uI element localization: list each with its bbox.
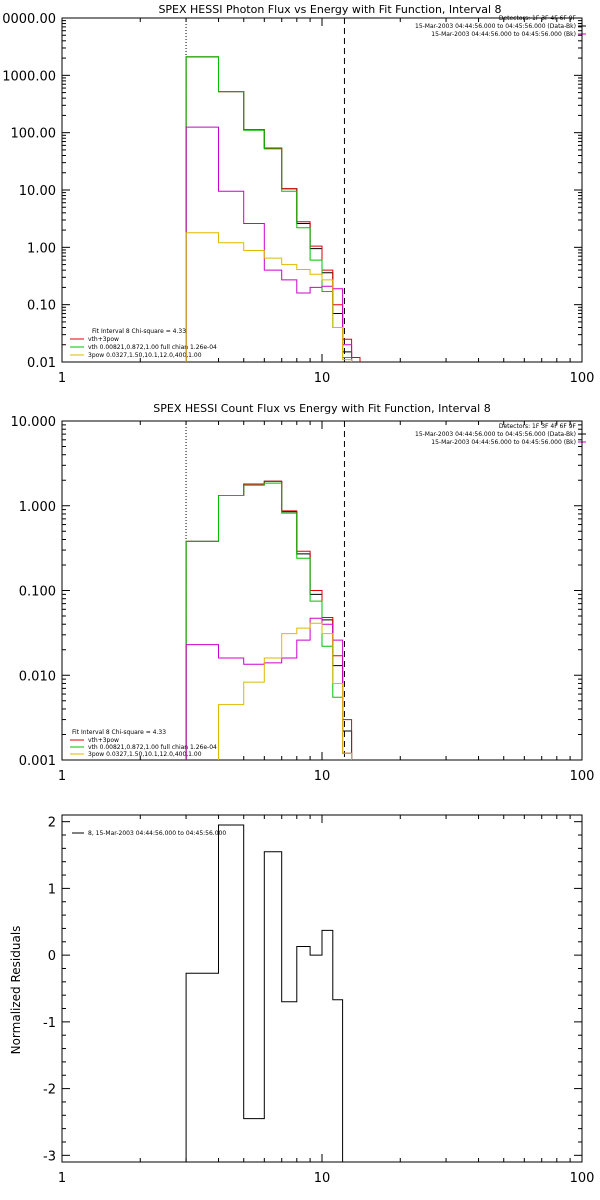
y-tick-label: -1	[43, 1016, 56, 1031]
series-4-step-line	[218, 622, 353, 760]
x-tick-label: 1	[58, 371, 66, 386]
x-tick-label: 100	[570, 1171, 595, 1186]
x-tick-label: 1	[58, 769, 66, 784]
x-tick-label: 100	[570, 769, 595, 784]
x-tick-label: 10	[314, 371, 331, 386]
x-tick-label: 1	[58, 1171, 66, 1186]
y-tick-label: 10.000	[11, 415, 57, 430]
residuals-panel: Normalized Residuals 8, 15-Mar-2003 04:4…	[9, 814, 595, 1186]
x-tick-label: 100	[570, 371, 595, 386]
count-data-interval-label: 15-Mar-2003 04:44:56.000 to 04:45:56.000…	[415, 431, 576, 438]
x-tick-label: 10	[314, 769, 331, 784]
y-tick-label: 0	[48, 949, 56, 964]
photon-legend-total: vth+3pow	[88, 336, 119, 343]
photon-bk-interval-label: 15-Mar-2003 04:44:56.000 to 04:45:56.000…	[431, 31, 576, 38]
y-tick-label: -2	[43, 1083, 56, 1098]
series-3-step-line	[185, 126, 353, 362]
series-0-step-line	[185, 824, 344, 1162]
count-detectors-label: Detectors: 1F 3F 4F 6F 9F	[499, 423, 577, 430]
y-tick-label: 2	[48, 816, 56, 831]
photon-data-interval-label: 15-Mar-2003 04:44:56.000 to 04:45:56.000…	[415, 23, 576, 30]
series-4-step-line	[185, 232, 353, 362]
y-tick-label: 0000.00	[2, 12, 56, 27]
y-tick-label: 10.00	[19, 184, 56, 199]
count-bk-interval-label: 15-Mar-2003 04:44:56.000 to 04:45:56.000…	[431, 439, 576, 446]
residuals-legend-label: 8, 15-Mar-2003 04:44:56.000 to 04:45:56.…	[88, 830, 226, 837]
y-tick-label: 1.00	[27, 241, 56, 256]
series-2-step-line	[185, 482, 353, 760]
count-flux-title: SPEX HESSI Count Flux vs Energy with Fit…	[153, 402, 490, 415]
count-flux-panel: SPEX HESSI Count Flux vs Energy with Fit…	[11, 402, 595, 784]
photon-flux-panel: SPEX HESSI Photon Flux vs Energy with Fi…	[2, 3, 594, 386]
y-tick-label: 0.010	[19, 669, 56, 684]
residuals-y-axis-label: Normalized Residuals	[9, 926, 23, 1055]
y-tick-label: -3	[43, 1149, 56, 1164]
count-legend-3pow: 3pow 0.0327,1.50,10.1,12.0,400,1.00	[88, 751, 202, 758]
y-tick-label: 0.01	[27, 356, 56, 371]
y-tick-label: 0.10	[27, 299, 56, 314]
photon-fit-interval-label: Fit Interval 8 Chi-square = 4.33	[92, 328, 186, 335]
y-tick-label: 1	[48, 882, 56, 897]
y-tick-label: 0.100	[19, 585, 56, 600]
y-tick-label: 0.001	[19, 754, 56, 769]
photon-legend-3pow: 3pow 0.0327,1.50,10.1,12.0,400,1.00	[88, 352, 202, 359]
count-legend-vth: vth 0.00821,0.872,1.00 full chian 1.26e-…	[88, 744, 217, 751]
count-legend-total: vth+3pow	[88, 737, 119, 744]
series-3-step-line	[185, 617, 353, 760]
y-tick-label: 100.00	[11, 127, 57, 142]
photon-legend-vth: vth 0.00821,0.872,1.00 full chian 1.26e-…	[88, 344, 217, 351]
x-tick-label: 10	[314, 1171, 331, 1186]
count-fit-interval-label: Fit Interval 8 Chi-square = 4.33	[72, 729, 166, 736]
y-tick-label: 1000.00	[2, 69, 56, 84]
photon-flux-title: SPEX HESSI Photon Flux vs Energy with Fi…	[158, 3, 501, 16]
y-tick-label: 1.000	[19, 500, 56, 515]
